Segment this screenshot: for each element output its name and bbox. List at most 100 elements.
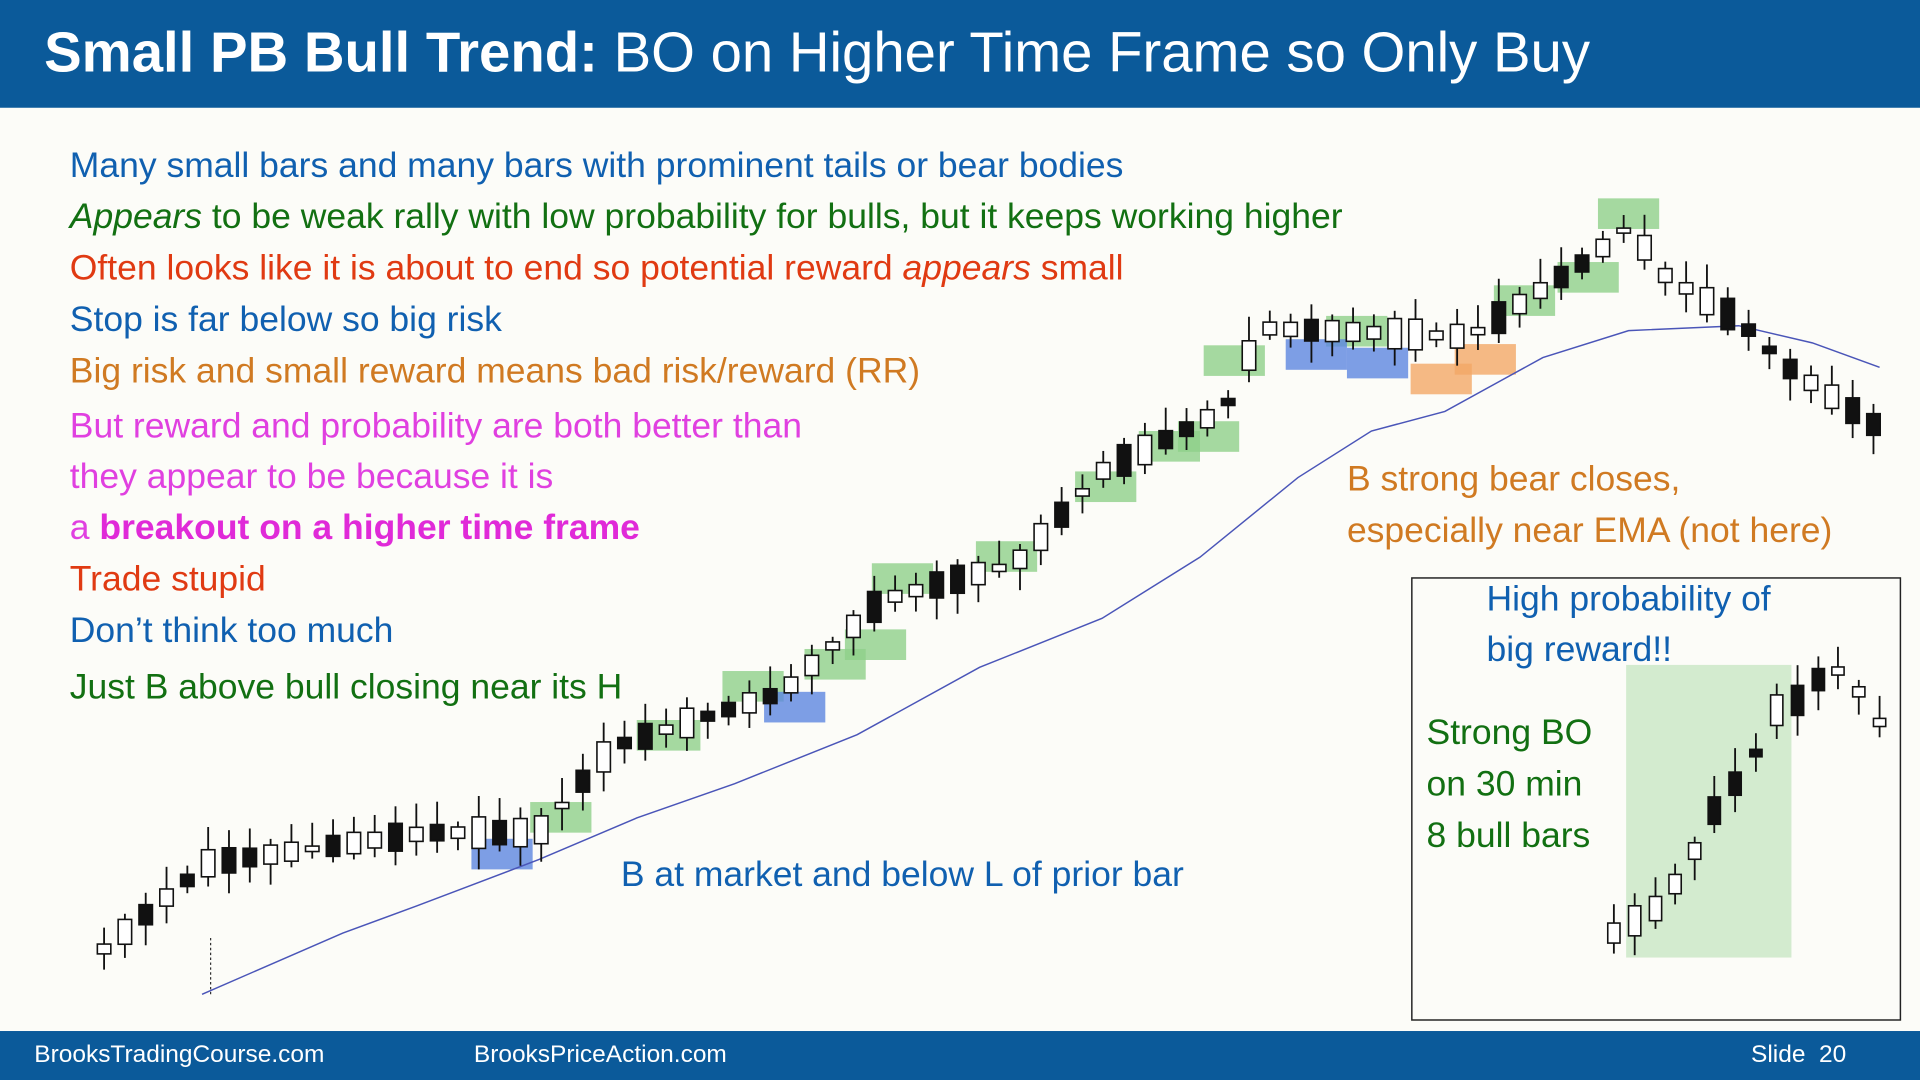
candle-body [929,571,945,599]
inset-chart [1606,646,1887,956]
candle-body [804,654,820,677]
note-text: a [70,508,90,548]
candle-body [96,943,112,955]
candle-body [471,816,487,850]
annotation: High probability of [1487,579,1771,619]
candle-body [1851,685,1866,698]
candle-body [908,583,924,598]
note: Appears to be weak rally with low probab… [68,197,1343,237]
annotation: B strong bear closes, [1347,459,1680,499]
note-text: they appear to be because it is [70,456,554,496]
candle-body [1678,281,1694,295]
candle-body [1872,717,1887,728]
candle-body [1657,267,1673,284]
candle-body [679,707,695,739]
note: Just B above bull closing near its H [70,667,623,707]
candle-body [1512,293,1528,315]
highlight [1597,198,1660,229]
annotation: on 30 min [1427,763,1583,803]
candle-body [1749,748,1763,758]
note: they appear to be because it is [70,456,554,496]
candle-body [1241,340,1257,372]
candle-body [1720,297,1736,331]
candle-body [866,590,882,624]
candle-body [1054,501,1070,528]
candle-body [1636,234,1653,261]
candle-body [1790,684,1805,717]
candle-body [179,873,195,888]
note: But reward and probability are both bett… [70,406,802,446]
candle-body [1699,286,1715,316]
candle-body [263,844,279,865]
candle-body [1491,301,1507,335]
highlight [1285,339,1347,370]
candle-body [1811,667,1826,692]
candle-body [242,847,258,868]
candle-body [304,845,320,853]
note: a breakout on a higher time frame [70,508,640,548]
candle-body [512,817,528,848]
note-text: Often looks like it is about to end so p… [70,248,893,288]
note: Don’t think too much [70,610,394,650]
candle-body [1137,434,1153,466]
candle-body [616,736,633,750]
candle-body [1668,873,1683,895]
candle-body [845,614,861,639]
candle-body [138,903,154,926]
note-text: Trade stupid [70,559,266,599]
candle-body [387,822,404,852]
candle-body [1366,325,1382,340]
highlight [871,563,934,594]
candle-body [1283,321,1299,338]
candle-body [1033,522,1049,552]
title: Small PB Bull Trend: BO on Higher Time F… [44,20,1591,83]
candle-body [408,826,424,843]
annotation: especially near EMA (not here) [1347,510,1832,550]
candle-body [429,823,445,842]
candle-body [970,561,986,586]
candle-body [1741,323,1757,337]
candle-body [1707,796,1722,826]
candle-body [783,676,799,694]
candle-body [721,701,737,718]
candle-body [1728,771,1743,797]
candle-body [1687,841,1702,861]
note: Big risk and small reward means bad risk… [70,351,920,391]
candle-body [1553,265,1569,289]
footer-link: BrooksTradingCourse.com [34,1041,324,1068]
note-text: Don’t think too much [70,610,394,650]
ema-line [201,324,1880,995]
candle-body [1116,443,1132,477]
candle-body [1407,318,1424,351]
note-text: appears [903,248,1032,288]
footer-bar [0,1031,1920,1080]
candle-body [221,846,237,874]
candle-body [575,769,591,793]
candle-body [1865,412,1882,437]
candle-body [1158,429,1174,450]
candle-body [450,826,466,840]
note-text: breakout on a higher time frame [99,508,640,548]
candle-body [658,724,674,735]
note-text: Just B above bull closing near its H [70,667,623,707]
candle-body [1428,330,1444,341]
candle-body [117,918,133,946]
footer-link: BrooksPriceAction.com [474,1041,727,1068]
candle-body [1179,421,1195,438]
note: Trade stupid [70,559,266,599]
candle-body [1616,227,1632,234]
annotation: 8 bull bars [1427,815,1591,855]
candle-body [1595,238,1611,258]
candle-body [325,834,341,858]
candle-body [1012,549,1028,570]
candle-body [1845,397,1861,425]
note-text: Stop is far below so big risk [70,299,502,339]
candle-body [200,848,216,878]
candle-body [554,801,570,810]
note-text: Appears [68,197,202,237]
candle-body [1095,461,1111,480]
candle-body [1324,319,1340,343]
candle-body [1262,321,1278,336]
candle-body [346,831,362,855]
